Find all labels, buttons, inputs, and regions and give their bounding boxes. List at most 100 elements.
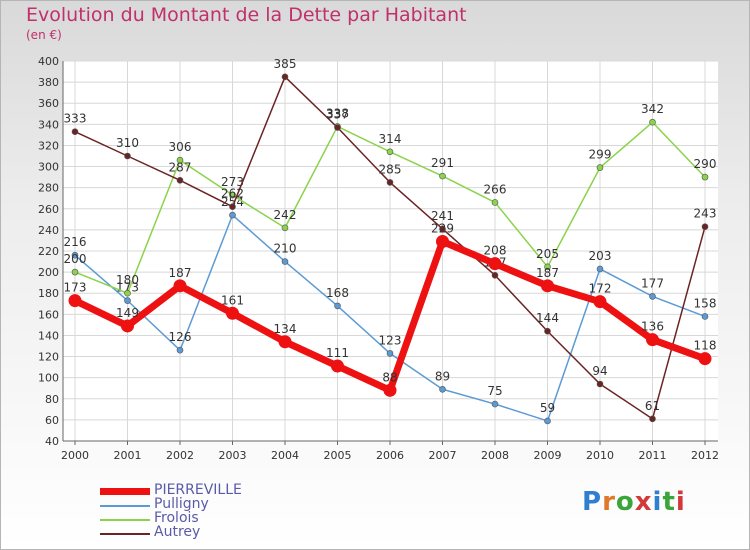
y-tick-label: 380 [38, 76, 59, 89]
data-label-frolois: 200 [64, 252, 87, 266]
point-pulligny [71, 251, 79, 259]
point-autrey [71, 128, 79, 136]
point-pierreville [593, 295, 607, 309]
point-autrey [439, 225, 446, 233]
y-tick-label: 280 [38, 182, 59, 195]
point-pierreville [436, 235, 449, 248]
legend-item: Frolois [100, 510, 300, 526]
point-pierreville [646, 333, 659, 347]
point-pulligny [124, 297, 131, 304]
point-autrey [701, 223, 709, 231]
x-tick-label: 2003 [219, 449, 247, 462]
chart-subtitle: (en €) [26, 28, 62, 42]
data-label-pulligny: 210 [274, 242, 297, 256]
legend-label: PIERREVILLE [154, 482, 242, 498]
point-pulligny [176, 346, 184, 354]
data-label-autrey: 241 [431, 209, 454, 223]
y-tick-label: 220 [38, 245, 59, 258]
point-pierreville [121, 319, 134, 333]
point-pierreville [278, 335, 292, 349]
legend-swatch [100, 519, 150, 521]
legend-item: PIERREVILLE [100, 482, 300, 498]
point-frolois [281, 224, 289, 232]
x-tick-label: 2001 [114, 449, 142, 462]
data-label-autrey: 262 [221, 187, 244, 201]
point-frolois [71, 268, 79, 276]
data-label-pulligny: 75 [487, 384, 502, 398]
y-tick-label: 80 [45, 393, 59, 406]
data-label-autrey: 144 [536, 311, 559, 325]
data-label-pulligny: 177 [641, 276, 664, 290]
data-label-pierreville: 111 [326, 346, 349, 360]
y-tick-label: 60 [45, 414, 59, 427]
data-label-autrey: 243 [694, 207, 717, 221]
data-label-autrey: 385 [274, 57, 297, 71]
data-label-pierreville: 208 [484, 244, 507, 258]
point-pierreville [331, 359, 344, 373]
legend-swatch [100, 505, 150, 507]
point-autrey [596, 380, 604, 388]
data-label-pulligny: 203 [589, 249, 612, 263]
point-pulligny [596, 265, 604, 273]
legend-item: Pulligny [100, 496, 300, 512]
point-frolois [701, 173, 709, 181]
legend-label: Pulligny [154, 496, 209, 512]
data-label-pulligny: 89 [435, 369, 450, 383]
data-label-autrey: 333 [64, 112, 87, 126]
x-tick-label: 2006 [376, 449, 404, 462]
data-label-frolois: 291 [431, 156, 454, 170]
legend-label: Autrey [154, 524, 201, 540]
data-label-pierreville: 173 [64, 281, 87, 295]
x-tick-label: 2008 [481, 449, 509, 462]
data-label-frolois: 306 [169, 140, 192, 154]
point-pulligny [491, 400, 499, 408]
x-tick-label: 2004 [271, 449, 299, 462]
point-pierreville [488, 257, 502, 271]
point-frolois [124, 289, 131, 297]
data-label-autrey: 310 [116, 136, 139, 150]
point-frolois [386, 148, 394, 156]
y-tick-label: 340 [38, 118, 59, 131]
point-autrey [176, 176, 184, 184]
x-tick-label: 2000 [61, 449, 89, 462]
point-pierreville [541, 279, 554, 293]
y-tick-label: 120 [38, 351, 59, 364]
point-frolois [491, 199, 499, 206]
point-pulligny [701, 313, 709, 320]
point-autrey [124, 152, 131, 160]
logo-letter: P [582, 487, 603, 517]
logo-letter: i [675, 487, 686, 517]
data-label-frolois: 205 [536, 247, 559, 261]
point-pierreville [68, 294, 82, 308]
data-label-frolois: 273 [221, 175, 244, 189]
y-tick-label: 400 [38, 55, 59, 68]
point-frolois [439, 172, 446, 180]
point-autrey [281, 73, 289, 81]
point-autrey [386, 179, 394, 186]
point-frolois [596, 164, 604, 171]
point-autrey [229, 203, 236, 210]
x-tick-label: 2007 [429, 449, 457, 462]
point-autrey [491, 271, 499, 279]
data-label-pulligny: 123 [379, 333, 402, 347]
logo-letter: r [602, 487, 616, 517]
data-label-frolois: 242 [274, 208, 297, 222]
point-autrey [334, 124, 341, 131]
data-label-pulligny: 158 [694, 296, 717, 310]
point-frolois [229, 191, 236, 199]
x-tick-label: 2002 [166, 449, 194, 462]
y-tick-label: 360 [38, 97, 59, 110]
point-pulligny [334, 302, 341, 310]
logo-letter: o [615, 487, 635, 517]
data-label-pierreville: 187 [536, 266, 559, 280]
point-autrey [649, 415, 656, 423]
data-label-frolois: 342 [641, 102, 664, 116]
y-tick-label: 200 [38, 266, 59, 279]
point-pulligny [386, 350, 394, 357]
data-label-autrey: 337 [326, 108, 349, 122]
logo-letter: i [652, 487, 663, 517]
data-label-frolois: 338 [326, 106, 349, 120]
data-label-autrey: 94 [592, 364, 607, 378]
chart-title: Evolution du Montant de la Dette par Hab… [26, 4, 467, 26]
